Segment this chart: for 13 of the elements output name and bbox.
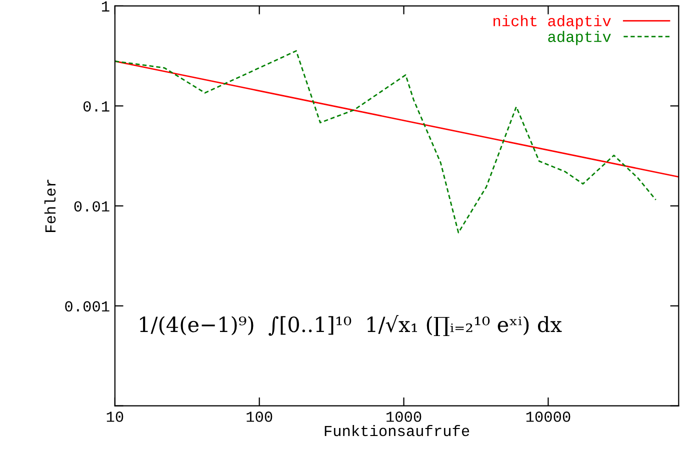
y-tick-label: 0.01 <box>74 201 110 212</box>
x-tick-label: 100 <box>246 412 272 422</box>
y-tick-label: 0.001 <box>65 301 110 312</box>
y-tick-label: 1 <box>102 1 110 12</box>
x-tick-label: 10 <box>106 412 124 422</box>
x-tick-label: 1000 <box>386 412 422 422</box>
annotation: 1/(4(e−1)⁹) ∫[0..1]¹⁰ 1/√x₁ (∏ᵢ₌₂¹⁰ eˣⁱ) dx <box>140 315 562 336</box>
y-tick-label: 0.1 <box>83 101 110 112</box>
legend-label: nicht adaptiv <box>494 15 611 30</box>
legend-label: adaptiv <box>548 30 611 46</box>
y-axis-title: Fehler <box>44 180 56 232</box>
x-tick-label: 10000 <box>526 412 570 422</box>
x-axis-title: Funktionsaufrufe <box>324 424 470 436</box>
